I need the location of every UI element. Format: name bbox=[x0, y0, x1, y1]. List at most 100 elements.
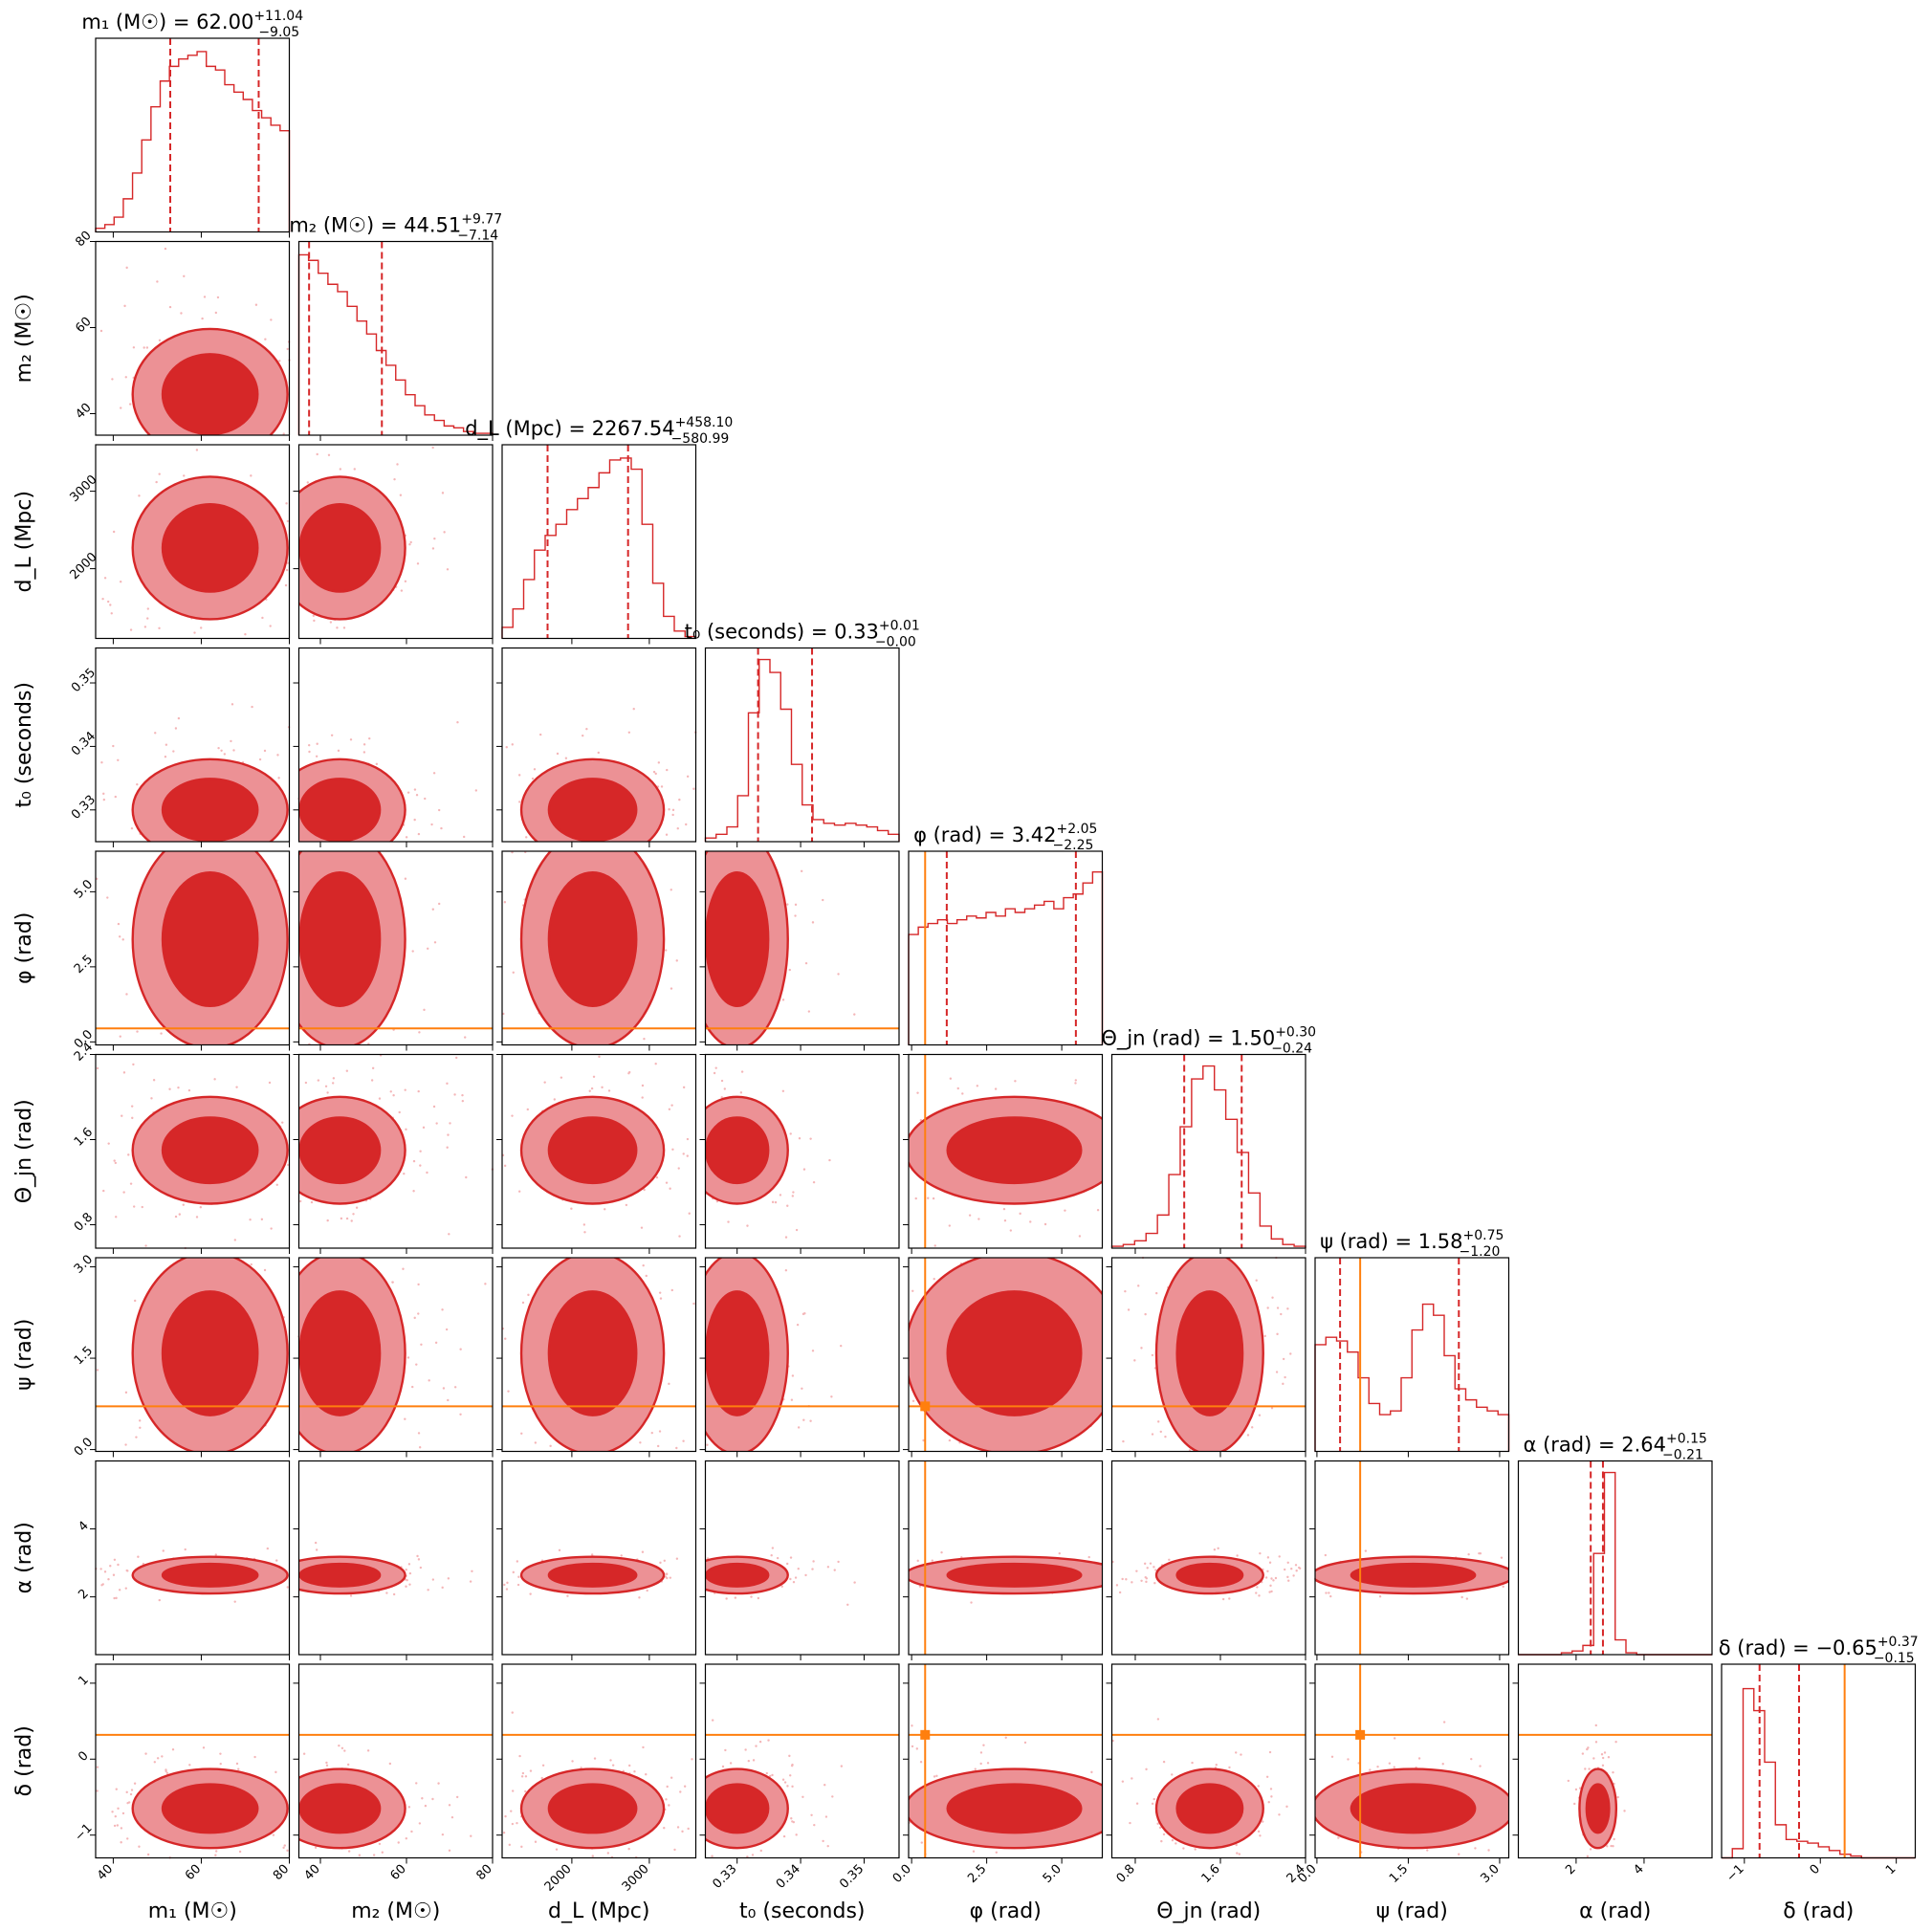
sample-point bbox=[556, 752, 560, 756]
sample-point bbox=[1325, 1592, 1328, 1594]
sample-point bbox=[678, 798, 681, 801]
sample-point bbox=[249, 1218, 252, 1221]
sample-point bbox=[264, 338, 267, 340]
sample-point bbox=[1588, 1767, 1591, 1770]
histogram-t0 bbox=[704, 658, 900, 842]
sample-point bbox=[285, 568, 289, 572]
x-tick-label-m1: 40 bbox=[95, 1862, 116, 1883]
sample-point bbox=[332, 1077, 336, 1080]
sample-point bbox=[419, 1164, 422, 1167]
x-tick-label-dL: 3000 bbox=[620, 1862, 652, 1895]
sample-point bbox=[503, 1583, 506, 1587]
sample-point bbox=[342, 626, 346, 629]
sample-point bbox=[811, 1350, 815, 1352]
sample-point bbox=[244, 633, 247, 636]
sample-point bbox=[223, 753, 227, 756]
sample-point bbox=[405, 1128, 407, 1131]
sample-point bbox=[593, 1757, 597, 1760]
sample-point bbox=[792, 1580, 796, 1584]
sample-point bbox=[1487, 1849, 1490, 1852]
sample-point bbox=[448, 1849, 451, 1852]
sample-point bbox=[582, 734, 584, 737]
sample-point bbox=[1133, 1359, 1136, 1362]
x-tick-label-psi: 3.0 bbox=[1479, 1862, 1503, 1886]
sample-point bbox=[982, 1744, 985, 1746]
histogram-dL bbox=[501, 457, 697, 639]
sample-point bbox=[527, 1293, 530, 1297]
x-axis-label-theta: Θ_jn (rad) bbox=[1156, 1899, 1261, 1923]
sample-point bbox=[275, 1559, 278, 1562]
sample-point bbox=[1269, 1584, 1272, 1588]
sample-point bbox=[129, 1182, 133, 1185]
sample-point bbox=[1255, 1592, 1258, 1594]
sample-point bbox=[302, 1752, 306, 1755]
sample-point bbox=[604, 1208, 606, 1211]
sample-point bbox=[283, 1844, 286, 1847]
sample-point bbox=[126, 1801, 129, 1805]
x-tick-label-phi: 5.0 bbox=[1041, 1862, 1065, 1886]
sample-point bbox=[1029, 1220, 1032, 1223]
sample-point bbox=[120, 1841, 122, 1844]
sample-point bbox=[124, 1391, 128, 1394]
sample-point bbox=[769, 1774, 772, 1778]
y-tick-label-psi: 1.5 bbox=[72, 1344, 96, 1368]
sample-point bbox=[96, 1066, 99, 1070]
sample-point bbox=[671, 1148, 674, 1152]
sample-point bbox=[275, 1183, 278, 1186]
sample-point bbox=[675, 1446, 678, 1450]
sample-point bbox=[1175, 1842, 1177, 1845]
sample-point bbox=[692, 1302, 695, 1306]
sample-point bbox=[507, 1390, 510, 1393]
sample-point bbox=[1023, 1741, 1027, 1745]
sample-point bbox=[404, 580, 407, 583]
sample-point bbox=[679, 1790, 682, 1793]
sample-point bbox=[462, 835, 466, 839]
sample-point bbox=[795, 1833, 798, 1836]
sample-point bbox=[442, 1387, 446, 1390]
sample-point bbox=[831, 1795, 834, 1798]
sample-point bbox=[1228, 1597, 1231, 1600]
sample-point bbox=[517, 1575, 520, 1578]
sample-point bbox=[1268, 1591, 1271, 1593]
panel-frame bbox=[95, 37, 291, 233]
sample-point bbox=[802, 1418, 805, 1421]
sample-point bbox=[187, 1088, 191, 1092]
sample-point bbox=[415, 1363, 418, 1366]
x-tick-label-delta: −1 bbox=[1723, 1862, 1746, 1885]
sample-point bbox=[405, 1837, 408, 1840]
contour-inner bbox=[705, 870, 770, 1007]
sample-point bbox=[408, 1583, 411, 1586]
sample-point bbox=[670, 987, 673, 990]
sample-point bbox=[216, 296, 220, 299]
sample-point bbox=[1467, 1552, 1470, 1556]
histogram-m2 bbox=[297, 253, 494, 435]
panel-frame bbox=[1110, 1460, 1306, 1656]
sample-point bbox=[1500, 1556, 1504, 1559]
sample-point bbox=[1125, 1578, 1128, 1581]
sample-point bbox=[627, 731, 631, 735]
sample-point bbox=[155, 480, 158, 484]
sample-point bbox=[337, 749, 340, 753]
sample-point bbox=[553, 1098, 557, 1101]
panel-phi-alpha bbox=[903, 1460, 1104, 1660]
panel-dL-psi bbox=[496, 1257, 697, 1458]
panel-frame bbox=[297, 647, 494, 843]
sample-point bbox=[1168, 1558, 1171, 1562]
sample-point bbox=[1266, 1570, 1269, 1572]
sample-point bbox=[235, 1762, 239, 1766]
title-minus-alpha: −0.21 bbox=[1662, 1448, 1703, 1463]
sample-point bbox=[1135, 1802, 1139, 1805]
sample-point bbox=[780, 1585, 783, 1588]
sample-point bbox=[914, 1197, 917, 1200]
sample-point bbox=[145, 346, 149, 349]
sample-point bbox=[933, 1244, 936, 1247]
sample-point bbox=[976, 1085, 979, 1087]
sample-point bbox=[1612, 1845, 1614, 1848]
sample-point bbox=[331, 1082, 335, 1085]
sample-point bbox=[512, 971, 515, 974]
sample-point bbox=[371, 1066, 375, 1070]
sample-point bbox=[418, 1446, 422, 1449]
sample-point bbox=[1162, 1833, 1166, 1836]
contour-inner bbox=[1350, 1562, 1477, 1588]
sample-point bbox=[1255, 1279, 1258, 1282]
